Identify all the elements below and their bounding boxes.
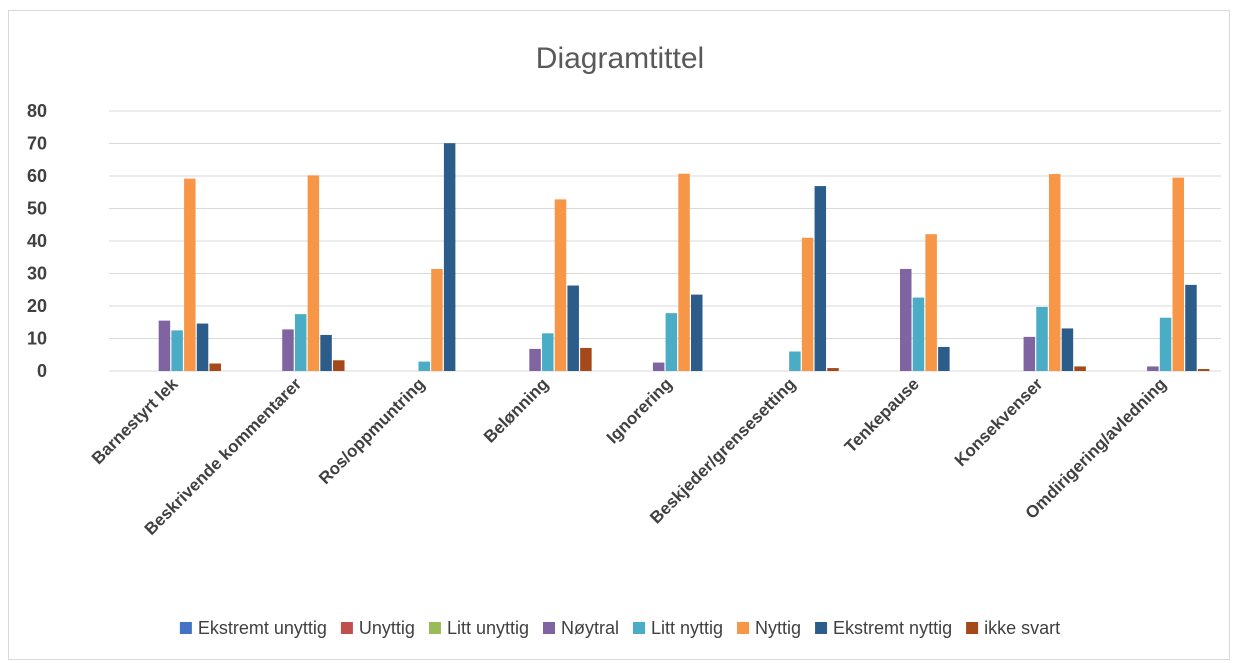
- y-axis-tick-labels: 0 10 20 30 40 50 60 70 80: [27, 101, 47, 381]
- legend-label: Nyttig: [755, 618, 801, 638]
- legend-swatch: [966, 622, 979, 634]
- legend-swatch: [428, 622, 441, 634]
- bar: [912, 297, 925, 371]
- bar: [789, 351, 801, 371]
- y-tick-label: 40: [27, 231, 47, 251]
- bar: [678, 173, 690, 371]
- bars: [158, 143, 1210, 372]
- legend-label: Litt nyttig: [651, 618, 723, 638]
- x-category-label: Barnestyrt lek: [88, 374, 182, 468]
- legend-swatch: [815, 622, 828, 634]
- bar: [209, 363, 221, 371]
- bar: [443, 143, 456, 371]
- x-category-label: Tenkepause: [841, 374, 923, 456]
- bar: [1172, 177, 1185, 372]
- chart-area: Diagramtittel 0 10 20 30 40 50 60 70 80 Barnesty…: [8, 10, 1230, 660]
- bar: [691, 294, 703, 372]
- legend-swatch: [633, 622, 645, 634]
- y-tick-label: 70: [27, 134, 47, 154]
- bar: [814, 186, 827, 371]
- legend: Ekstremt unyttig Unyttig Litt unyttig Nøytr…: [179, 618, 1060, 638]
- bar: [294, 314, 307, 372]
- gridlines: [109, 110, 1221, 372]
- x-category-label: Belønning: [480, 374, 552, 446]
- legend-swatch: [179, 622, 192, 634]
- bar: [418, 361, 430, 371]
- legend-label: ikke svart: [984, 618, 1060, 638]
- y-tick-label: 20: [27, 296, 47, 316]
- bar: [320, 334, 332, 371]
- x-category-label: Beskjeder/grensesetting: [646, 374, 799, 527]
- bar: [801, 237, 814, 371]
- bar: [1048, 174, 1061, 371]
- bar: [196, 323, 209, 371]
- bar: [827, 368, 839, 371]
- bar: [1185, 284, 1197, 372]
- legend-label: Litt unyttig: [447, 618, 529, 638]
- legend-label: Ekstremt nyttig: [833, 618, 952, 638]
- x-category-label: Konsekvenser: [951, 374, 1047, 470]
- bar: [171, 330, 183, 372]
- bar: [1023, 336, 1036, 372]
- legend-swatch: [340, 622, 353, 634]
- bar: [307, 175, 320, 371]
- bar: [652, 362, 665, 371]
- bar: [1197, 369, 1210, 371]
- bar: [900, 268, 912, 371]
- bar: [567, 285, 579, 371]
- bar: [580, 347, 592, 371]
- legend-label: Ekstremt unyttig: [198, 618, 327, 638]
- y-tick-label: 80: [27, 101, 47, 121]
- x-category-label: Ignorering: [603, 374, 676, 447]
- bar: [1036, 306, 1048, 371]
- bar: [282, 329, 294, 371]
- bar: [158, 320, 171, 372]
- bar: [431, 268, 443, 371]
- bar: [1074, 366, 1086, 371]
- bar: [1159, 317, 1172, 371]
- bar: [529, 348, 541, 371]
- chart-title: Diagramtittel: [536, 42, 704, 75]
- bar: [1061, 328, 1074, 371]
- bar: [925, 234, 937, 371]
- bar: [938, 346, 950, 371]
- bar: [542, 333, 554, 371]
- x-category-label: Omdirigering/avledning: [1022, 374, 1170, 522]
- bar: [333, 360, 345, 371]
- y-tick-label: 60: [27, 166, 47, 186]
- x-category-label: Ros/oppmuntring: [315, 374, 429, 488]
- legend-label: Unyttig: [359, 618, 415, 638]
- bar-chart: Diagramtittel 0 10 20 30 40 50 60 70 80 Barnesty…: [27, 42, 1221, 638]
- bar: [1147, 366, 1159, 371]
- y-tick-label: 50: [27, 199, 47, 219]
- bar: [554, 199, 567, 371]
- bar: [665, 313, 678, 371]
- y-tick-label: 30: [27, 264, 47, 284]
- bar: [184, 178, 196, 371]
- y-tick-label: 10: [27, 329, 47, 349]
- y-tick-label: 0: [37, 361, 47, 381]
- legend-swatch: [737, 622, 750, 634]
- legend-label: Nøytral: [561, 618, 619, 638]
- legend-swatch: [543, 622, 555, 634]
